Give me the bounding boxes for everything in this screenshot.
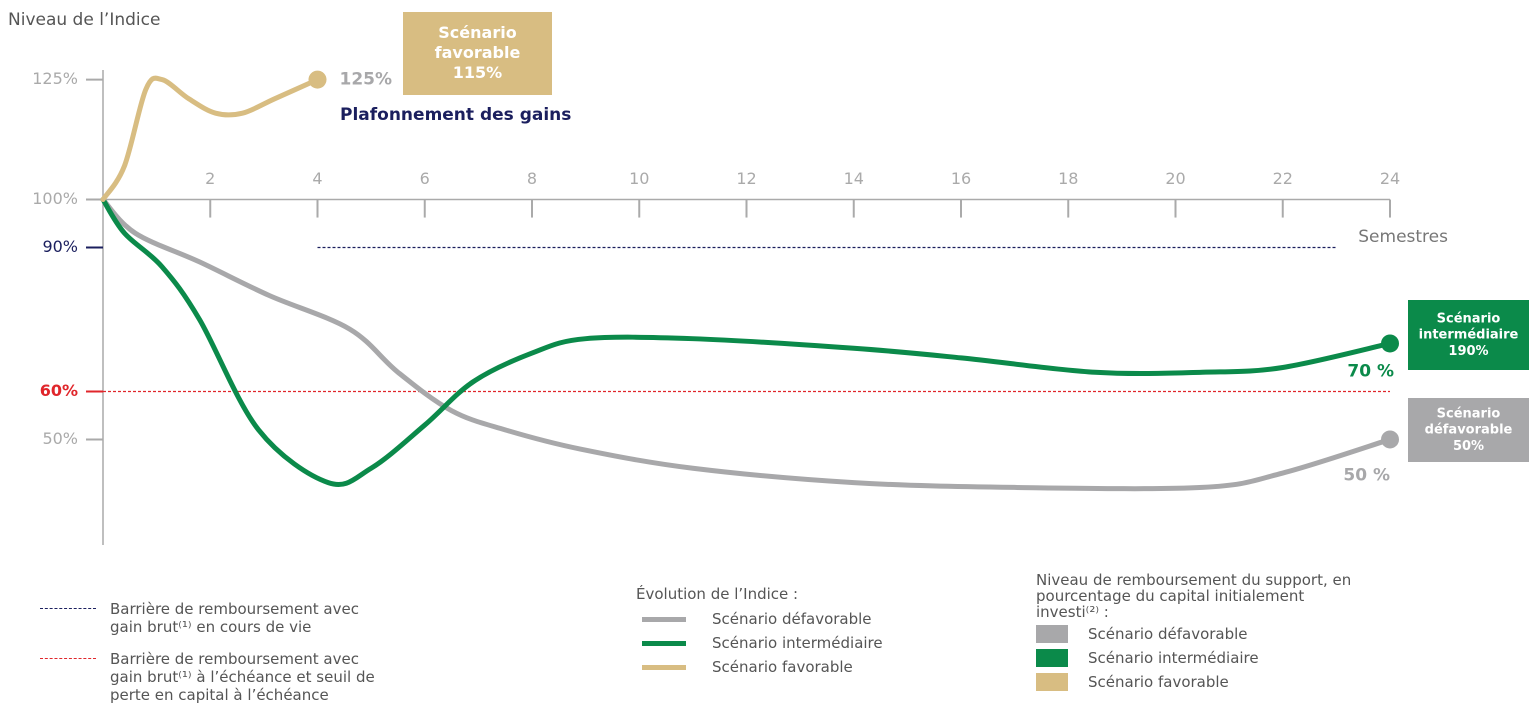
annotation: Plafonnement des gains [340,105,571,125]
y-tick-label: 60% [40,381,78,400]
end-marker [308,70,327,89]
legend-label: Scénario défavorable [712,610,872,628]
legend-label: Barrière de remboursement avec gain brut… [110,600,359,636]
y-tick-label: 50% [42,429,78,448]
x-tick-label: 22 [1273,169,1293,188]
box-legend: Niveau de remboursement du support, en p… [1036,572,1366,694]
scenario-box-label: intermédiaire [1419,328,1519,343]
end-marker [1381,334,1399,353]
legend-title: Évolution de l’Indice : [636,585,799,603]
y-tick-label: 100% [32,189,78,208]
legend-label: Scénario intermédiaire [1088,649,1259,667]
legend-title: Niveau de remboursement du support, en p… [1036,571,1352,621]
x-tick-label: 16 [951,169,971,188]
x-tick-label: 8 [527,169,537,188]
value-label: 50 % [1343,465,1390,485]
scenario-box [1408,300,1529,370]
x-tick-label: 6 [420,169,430,188]
scenario-box-label: 190% [1448,344,1488,359]
scenario-box [403,12,552,95]
scenario-box-label: 50% [1453,439,1484,454]
legend-swatch [40,608,96,609]
scenario-box-label: Scénario [1437,406,1501,421]
x-tick-label: 4 [312,169,322,188]
legend-item: Scénario défavorable [1036,622,1366,646]
x-tick-label: 14 [844,169,864,188]
scenario-box [1408,398,1529,462]
legend-label: Scénario intermédiaire [712,634,883,652]
legend-label: Scénario favorable [1088,673,1229,691]
legend-swatch [642,640,686,646]
x-tick-label: 2 [205,169,215,188]
x-tick-label: 10 [629,169,649,188]
legend-swatch [1036,625,1068,643]
legend-label: Scénario favorable [712,658,853,676]
end-marker [1381,430,1399,449]
x-tick-label: 12 [736,169,756,188]
legend-item: Scénario intermédiaire [1036,646,1366,670]
y-axis-title: Niveau de l’Indice [8,10,160,30]
line [100,197,1393,487]
reference-legend: Barrière de remboursement avec gain brut… [40,600,380,718]
legend-swatch [642,616,686,622]
scenario-box-label: Scénario [1437,311,1501,326]
legend-item: Barrière de remboursement avec gain brut… [40,600,380,636]
legend-label: Barrière de remboursement avec gain brut… [110,650,375,704]
y-tick-label: 90% [42,237,78,256]
value-label: 70 % [1347,361,1394,381]
line [100,75,320,203]
x-tick-label: 18 [1058,169,1078,188]
line-legend: Évolution de l’Indice : Scénario défavor… [636,585,883,679]
legend-item: Scénario favorable [636,655,883,679]
x-axis-title: Semestres [1358,227,1448,247]
legend-item: Scénario défavorable [636,607,883,631]
value-label: 125% [340,70,393,90]
y-tick-label: 125% [32,69,78,88]
legend-item: Scénario favorable [1036,670,1366,694]
scenario-box-label: Scénario [438,23,516,42]
scenario-box-label: favorable [435,43,521,62]
legend-swatch [1036,649,1068,667]
legend-swatch [1036,673,1068,691]
legend-item: Barrière de remboursement avec gain brut… [40,650,380,704]
legend-swatch [642,664,686,670]
line [100,197,1393,492]
legend-swatch [40,658,96,659]
x-tick-label: 20 [1165,169,1185,188]
x-tick-label: 24 [1380,169,1400,188]
legend-label: Scénario défavorable [1088,625,1248,643]
scenario-box-label: défavorable [1425,423,1513,438]
scenario-box-label: 115% [453,63,502,82]
legend-item: Scénario intermédiaire [636,631,883,655]
